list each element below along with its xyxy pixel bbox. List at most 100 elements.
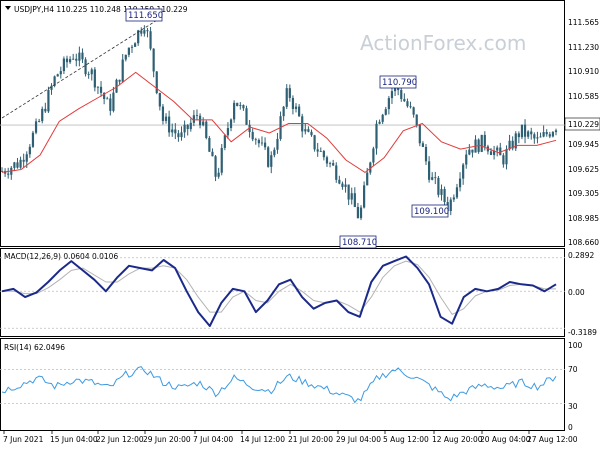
candle-body [174, 129, 177, 134]
candle-body [47, 89, 50, 112]
candle-body [189, 122, 192, 130]
price-tick: 108.660 [568, 238, 599, 247]
candle-body [93, 69, 96, 88]
candle-body [372, 148, 375, 163]
macd-panel [0, 248, 565, 337]
candle-body [25, 154, 28, 162]
price-tick: 109.305 [568, 189, 599, 198]
collapse-triangle-icon[interactable] [5, 6, 11, 10]
candle-body [7, 173, 10, 175]
candle-body [499, 147, 502, 156]
time-tick: 29 Jun 20:00 [143, 435, 191, 444]
candle-body [84, 59, 87, 75]
candle-body [502, 155, 505, 165]
candle-body [180, 132, 183, 138]
price-tick: 109.945 [568, 140, 599, 149]
time-tick: 20 Aug 04:00 [480, 435, 531, 444]
candle-body [50, 85, 53, 90]
candle-body [424, 146, 428, 162]
price-tick: 111.565 [568, 18, 599, 27]
candle-body [496, 147, 499, 151]
candle-body [489, 151, 493, 155]
candle-body [68, 59, 72, 63]
macd-axis: 0.2892 0.00 -0.3189 [568, 251, 597, 337]
candle-body [542, 132, 545, 137]
time-tick: 12 Aug 20:00 [432, 435, 483, 444]
candle-body [359, 207, 363, 219]
candle-body [409, 106, 412, 108]
candle-body [468, 149, 471, 155]
candle-body [493, 150, 496, 155]
candle-body [539, 136, 542, 138]
candle-body [22, 159, 25, 162]
candle-body [533, 134, 536, 139]
candle-body [384, 109, 387, 115]
candle-body [158, 92, 161, 107]
candle-body [13, 162, 16, 168]
candle-body [291, 97, 295, 109]
price-header: USDJPY,H4 110.225 110.248 110.159 110.22… [14, 5, 188, 14]
candle-body [418, 124, 421, 144]
candle-body [16, 162, 19, 168]
candle-body [282, 106, 285, 117]
candle-body [44, 108, 47, 112]
watermark-text: ActionForex.com [360, 31, 526, 55]
candle-body [143, 30, 146, 34]
level-lines [0, 124, 565, 404]
time-tick: 5 Aug 12:00 [383, 435, 429, 444]
candle-body [350, 193, 353, 200]
candle-body [523, 124, 527, 137]
candle-body [115, 79, 118, 93]
rsi-line [1, 366, 557, 404]
candle-body [322, 150, 325, 158]
candle-body [183, 124, 186, 133]
candle-body [335, 165, 338, 180]
candle-body [96, 86, 100, 88]
candle-body [517, 133, 520, 138]
moving-average [1, 71, 557, 174]
candle-body [288, 88, 291, 98]
candle-body [431, 177, 434, 180]
svg-text:109.100: 109.100 [414, 207, 449, 217]
macd-lines [1, 255, 557, 327]
candle-body [341, 183, 344, 187]
candle-body [220, 147, 223, 173]
candle-body [428, 161, 431, 180]
candle-body [378, 121, 381, 124]
price-tick: 108.985 [568, 214, 599, 223]
candle-body [226, 128, 230, 136]
candle-body [316, 149, 319, 152]
candle-body [480, 134, 483, 152]
candle-body [443, 189, 446, 203]
candle-body [527, 131, 530, 137]
candle-body [257, 139, 260, 144]
candle-body [161, 106, 165, 121]
candle-body [103, 92, 106, 100]
price-tick: 110.910 [568, 67, 599, 76]
candle-body [554, 130, 558, 133]
rsi-tick: 0 [568, 423, 573, 432]
candle-body [347, 184, 350, 200]
candle-body [149, 31, 152, 49]
candle-body [319, 150, 322, 152]
annotation-low-2: 109.100 [411, 204, 449, 218]
time-tick: 7 Jul 04:00 [193, 435, 233, 444]
time-tick: 29 Jul 04:00 [336, 435, 381, 444]
rsi-panel [0, 338, 565, 431]
candle-body [90, 69, 93, 75]
candle-body [140, 30, 143, 34]
macd-signal-line [2, 260, 556, 315]
candle-body [0, 170, 4, 172]
candle-body [307, 129, 310, 132]
candle-body [356, 206, 360, 219]
candle-body [155, 71, 158, 93]
rsi-axis: 100 70 30 0 [568, 341, 583, 432]
candle-body [332, 163, 335, 166]
macd-tick: 0.2892 [568, 251, 594, 260]
candle-body [366, 172, 369, 186]
time-axis: 7 Jun 2021 15 Jun 04:00 22 Jun 12:00 29 … [3, 431, 578, 444]
price-tick: 110.585 [568, 92, 599, 101]
price-panel [0, 0, 565, 247]
candle-body [440, 189, 443, 195]
